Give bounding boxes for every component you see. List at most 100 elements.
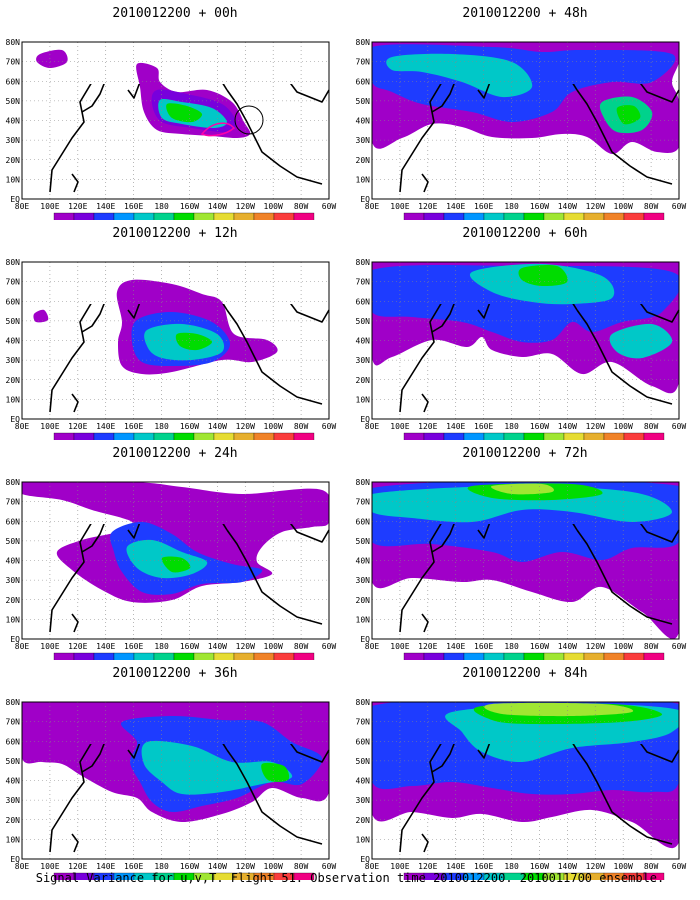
lat-label: 10N xyxy=(356,835,371,844)
lat-label: 80N xyxy=(356,478,371,487)
colorbar: 1.82.23.145.16.37.591114212940 xyxy=(53,652,315,660)
lat-label: 80N xyxy=(356,698,371,707)
lon-label: 180 xyxy=(154,202,169,211)
coastline xyxy=(399,84,442,193)
coastline xyxy=(290,304,330,323)
plot-frame xyxy=(21,701,330,860)
colorbar-swatch xyxy=(543,652,565,660)
lon-label: 120W xyxy=(236,862,255,871)
lat-label: 20N xyxy=(356,376,371,385)
lat-label: 40N xyxy=(356,557,371,566)
lon-label: 60W xyxy=(322,862,337,871)
colorbar-swatch xyxy=(643,872,665,880)
lat-label: 10N xyxy=(356,615,371,624)
contour-region xyxy=(166,103,203,123)
lon-label: 140E xyxy=(446,202,465,211)
lon-label: 80W xyxy=(644,642,659,651)
colorbar: 1.82.23.145.16.37.591114212940 xyxy=(53,432,315,440)
coastline xyxy=(49,304,92,413)
coastline xyxy=(477,304,491,319)
lat-label: 10N xyxy=(356,175,371,184)
lon-label: 80W xyxy=(294,642,309,651)
coastline xyxy=(421,613,429,633)
variance-contours xyxy=(372,702,679,859)
contour-region xyxy=(518,264,568,287)
lat-label: 30N xyxy=(6,136,21,145)
coastline xyxy=(290,524,330,543)
lat-label: EQ xyxy=(360,855,370,864)
lat-label: 60N xyxy=(356,737,371,746)
lon-label: 120W xyxy=(586,862,605,871)
lon-label: 120W xyxy=(586,202,605,211)
coastline xyxy=(127,744,141,759)
lat-label: 10N xyxy=(6,835,21,844)
colorbar: 1.82.23.145.16.37.591114212940 xyxy=(53,872,315,880)
panel-title: 2010012200 + 36h xyxy=(112,666,238,681)
contour-region xyxy=(175,332,212,351)
colorbar-swatch xyxy=(53,652,75,660)
colorbar-swatch xyxy=(423,212,445,220)
colorbar-swatch xyxy=(503,652,525,660)
variance-contours xyxy=(372,262,679,419)
variance-contours xyxy=(372,42,679,199)
lon-label: 120E xyxy=(68,862,87,871)
lon-label: 140W xyxy=(558,422,577,431)
panel-72h: 2010012200 + 72h 80N 70N 60N 50N 40N 30N 20N 10… xyxy=(350,440,700,660)
lat-label: 70N xyxy=(6,498,21,507)
lon-label: 140W xyxy=(208,202,227,211)
colorbar-swatch xyxy=(583,652,605,660)
panel-title: 2010012200 + 72h xyxy=(462,446,588,461)
colorbar-swatch xyxy=(213,652,235,660)
coastline xyxy=(640,84,680,103)
lat-label: 50N xyxy=(356,317,371,326)
lat-label: EQ xyxy=(10,855,20,864)
colorbar-swatch xyxy=(173,652,195,660)
lon-label: 140W xyxy=(208,422,227,431)
lon-label: 160E xyxy=(124,862,143,871)
colorbar: 1.82.23.145.16.37.591114212940 xyxy=(403,212,665,220)
colorbar-swatch xyxy=(463,652,485,660)
lon-label: 140W xyxy=(558,642,577,651)
coastline xyxy=(127,524,141,539)
colorbar-swatch xyxy=(403,212,425,220)
lat-label: 40N xyxy=(356,777,371,786)
coastline xyxy=(290,744,330,763)
colorbar-swatch xyxy=(443,432,465,440)
lon-label: 160E xyxy=(124,642,143,651)
lon-label: 80W xyxy=(294,862,309,871)
lon-label: 100W xyxy=(264,642,283,651)
coastline xyxy=(431,304,455,333)
lon-label: 120W xyxy=(236,202,255,211)
panel-36h: 2010012200 + 36h 80N 70N 60N 50N 40N 30N 20N 10… xyxy=(0,660,350,880)
variance-contours xyxy=(22,482,329,639)
colorbar-swatch xyxy=(193,212,215,220)
lat-label: 70N xyxy=(356,498,371,507)
coastline xyxy=(71,393,79,413)
colorbar-swatch xyxy=(73,652,95,660)
lat-label: EQ xyxy=(10,635,20,644)
lon-label: 160W xyxy=(180,202,199,211)
colorbar-swatch xyxy=(583,212,605,220)
lon-label: 140W xyxy=(558,862,577,871)
lon-label: 160E xyxy=(124,202,143,211)
coastline xyxy=(71,833,79,853)
coastline xyxy=(640,524,680,543)
lat-label: 20N xyxy=(6,156,21,165)
panel-00h: 2010012200 + 00h 80N 70N 60N 50N 40N 30N 20N 10… xyxy=(0,0,350,220)
panel-title: 2010012200 + 12h xyxy=(112,226,238,241)
colorbar-swatch xyxy=(443,652,465,660)
coastline xyxy=(226,89,323,185)
coastline xyxy=(399,524,442,633)
lon-label: 100E xyxy=(390,202,409,211)
coastline xyxy=(399,304,442,413)
plot-frame xyxy=(371,481,680,640)
panel-60h: 2010012200 + 60h 80N 70N 60N 50N 40N 30N 20N 10… xyxy=(350,220,700,440)
lat-label: 30N xyxy=(6,356,21,365)
colorbar-swatch xyxy=(233,652,255,660)
lon-label: 180 xyxy=(504,862,519,871)
lat-label: 60N xyxy=(356,77,371,86)
